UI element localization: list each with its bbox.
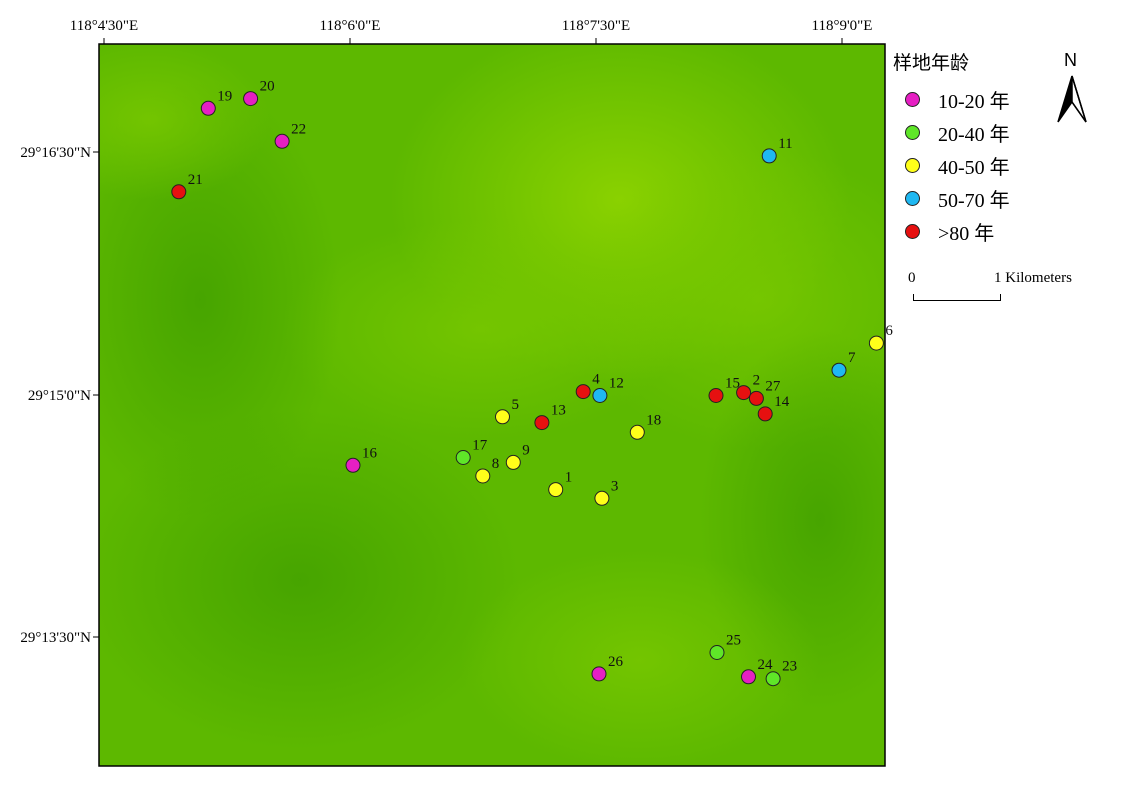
terrain-raster xyxy=(30,20,950,770)
sample-plot-marker xyxy=(758,407,772,421)
sample-plot-label: 4 xyxy=(592,372,600,388)
scale-bar: 0 1 Kilometers xyxy=(906,270,1106,310)
legend-swatch xyxy=(905,158,920,173)
sample-plot-label: 25 xyxy=(726,633,741,649)
legend-item-50-70: 50-70 年 xyxy=(893,182,1053,215)
sample-plot-label: 14 xyxy=(774,394,790,410)
sample-plot-marker xyxy=(506,455,520,469)
sample-plot-marker xyxy=(496,410,510,424)
legend-item-40-50: 40-50 年 xyxy=(893,149,1053,182)
sample-plot-label: 18 xyxy=(646,412,661,428)
sample-plot-label: 5 xyxy=(512,397,520,413)
sample-plot-marker xyxy=(535,416,549,430)
legend-item-over-80: >80 年 xyxy=(893,215,1053,248)
sample-plot-marker xyxy=(476,469,490,483)
sample-plot-label: 17 xyxy=(472,438,488,454)
sample-plot-marker xyxy=(549,483,563,497)
sample-plot-marker xyxy=(762,149,776,163)
sample-plot-marker xyxy=(244,92,258,106)
sample-plot-label: 12 xyxy=(609,376,624,392)
sample-plot-marker xyxy=(766,672,780,686)
legend-label: 50-70 年 xyxy=(938,184,1010,213)
sample-plot-marker xyxy=(592,667,606,681)
sample-plot-label: 22 xyxy=(291,121,306,137)
sample-plot-label: 23 xyxy=(782,659,797,675)
legend-label: 20-40 年 xyxy=(938,118,1010,147)
legend-label: 10-20 年 xyxy=(938,85,1010,114)
scale-end-label: 1 Kilometers xyxy=(994,270,1072,287)
legend-swatch xyxy=(905,92,920,107)
sample-plot-label: 26 xyxy=(608,654,624,670)
sample-plot-label: 11 xyxy=(778,136,792,152)
legend-label: 40-50 年 xyxy=(938,151,1010,180)
legend-item-20-40: 20-40 年 xyxy=(893,116,1053,149)
scale-start-label: 0 xyxy=(908,270,916,287)
sample-plot-label: 2 xyxy=(753,373,761,389)
sample-plot-label: 6 xyxy=(885,323,893,339)
sample-plot-marker xyxy=(742,670,756,684)
north-arrow-icon xyxy=(1054,52,1090,128)
lat-tick-marks xyxy=(93,152,99,637)
lon-tick-label: 118°9'0"E xyxy=(812,18,873,34)
legend: 样地年龄 10-20 年 20-40 年 40-50 年 50-70 年 >80… xyxy=(893,48,1053,248)
sample-plot-marker xyxy=(749,391,763,405)
sample-plot-label: 7 xyxy=(848,350,856,366)
sample-plot-marker xyxy=(630,425,644,439)
sample-plot-label: 13 xyxy=(551,403,566,419)
legend-label: >80 年 xyxy=(938,217,994,246)
sample-plot-marker xyxy=(456,451,470,465)
sample-plot-label: 9 xyxy=(522,442,530,458)
legend-swatch xyxy=(905,191,920,206)
legend-swatch xyxy=(905,224,920,239)
lat-tick-label: 29°16'30"N xyxy=(20,145,91,161)
sample-plot-marker xyxy=(595,491,609,505)
sample-plot-marker xyxy=(593,389,607,403)
scale-bar-line xyxy=(913,294,1001,301)
legend-item-10-20: 10-20 年 xyxy=(893,83,1053,116)
sample-plot-label: 8 xyxy=(492,456,500,472)
sample-plot-label: 15 xyxy=(725,376,740,392)
lat-tick-label: 29°15'0"N xyxy=(28,388,91,404)
sample-plot-marker xyxy=(576,385,590,399)
sample-plot-marker xyxy=(869,336,883,350)
sample-plot-marker xyxy=(346,458,360,472)
sample-plot-marker xyxy=(709,389,723,403)
sample-plot-marker xyxy=(832,363,846,377)
lon-tick-marks xyxy=(104,38,842,44)
sample-plot-label: 20 xyxy=(260,79,275,95)
sample-plot-label: 1 xyxy=(565,470,573,486)
sample-plot-marker xyxy=(710,646,724,660)
sample-plot-label: 24 xyxy=(758,657,774,673)
sample-plot-marker xyxy=(275,134,289,148)
sample-plot-label: 19 xyxy=(217,88,232,104)
sample-plot-label: 27 xyxy=(765,378,781,394)
lon-tick-label: 118°4'30"E xyxy=(70,18,138,34)
legend-title: 样地年龄 xyxy=(893,48,1053,75)
lon-tick-label: 118°6'0"E xyxy=(320,18,381,34)
legend-swatch xyxy=(905,125,920,140)
lat-tick-label: 29°13'30"N xyxy=(20,630,91,646)
sample-plot-label: 21 xyxy=(188,172,203,188)
sample-plot-label: 16 xyxy=(362,445,378,461)
sample-plot-label: 3 xyxy=(611,478,619,494)
sample-plot-marker xyxy=(172,185,186,199)
lon-tick-label: 118°7'30"E xyxy=(562,18,630,34)
sample-plot-marker xyxy=(201,101,215,115)
